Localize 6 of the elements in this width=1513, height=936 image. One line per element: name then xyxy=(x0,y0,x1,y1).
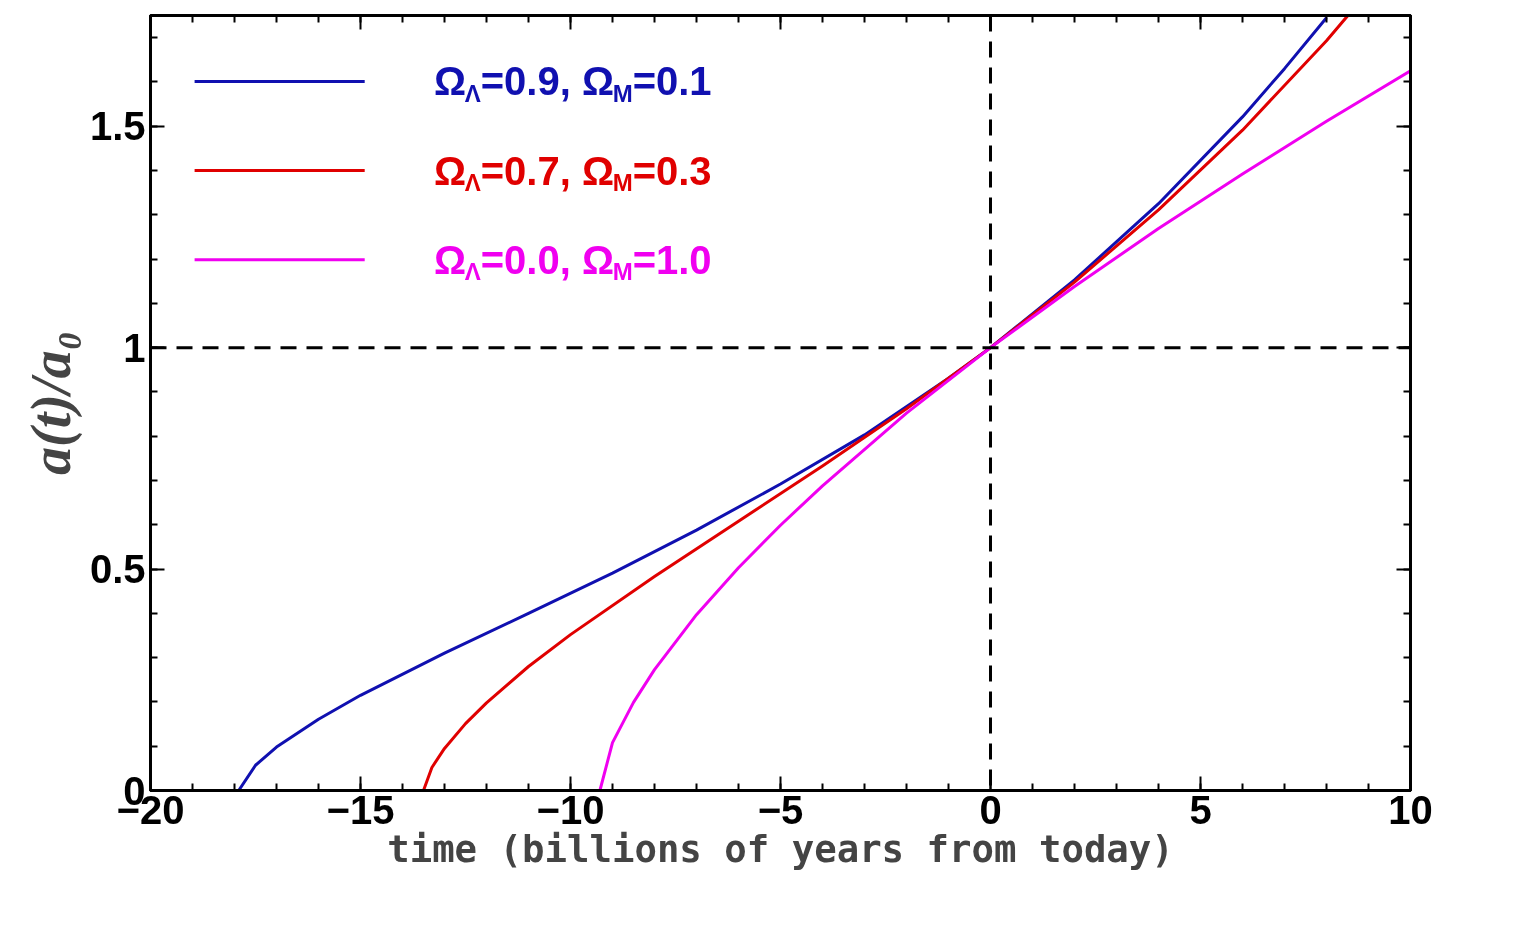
y-axis-title: a(t)/a₀ xyxy=(19,331,83,475)
y-tick-label: 1.5 xyxy=(89,104,146,149)
x-tick-label: 5 xyxy=(1189,787,1212,832)
y-tick-label: 1 xyxy=(123,325,146,370)
y-tick-label: 0.5 xyxy=(89,547,146,592)
x-tick-label: 10 xyxy=(1388,787,1433,832)
